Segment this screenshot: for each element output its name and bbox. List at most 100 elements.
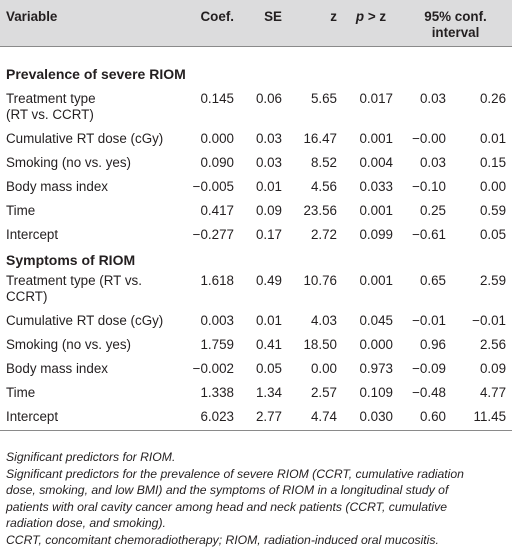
cell-p: 0.004 <box>359 155 393 170</box>
cell-se: 0.41 <box>255 337 282 352</box>
cell-p: 0.973 <box>359 361 393 376</box>
row-label-line2: (RT vs. CCRT) <box>6 107 94 122</box>
cell-ci-high: 4.77 <box>479 385 507 400</box>
cell-ci-high: 0.01 <box>479 131 507 146</box>
cell-se: 0.06 <box>255 91 282 106</box>
cell-coef: 6.023 <box>176 406 240 431</box>
footnote-2-line4: radiation dose, and smoking). <box>6 516 166 530</box>
row-label-line1: Intercept <box>6 409 59 424</box>
header-row: Variable Coef. SE z p > z 95% conf. inter… <box>0 0 512 47</box>
cell-se: 0.03 <box>255 131 282 146</box>
header-coef: Coef. <box>176 0 240 47</box>
cell-se: 0.17 <box>255 227 282 242</box>
header-variable: Variable <box>0 0 176 47</box>
cell-ci-low: −0.61 <box>412 227 446 242</box>
cell-ci-high: 2.56 <box>479 337 507 352</box>
cell-coef: 1.618 <box>200 273 234 288</box>
row-variable-label: Body mass index <box>0 176 176 200</box>
row-label-line1: Body mass index <box>6 179 108 194</box>
table-row: Time 0.417 0.09 23.56 0.001 0.25 0.59 <box>0 200 512 224</box>
row-variable-label: Body mass index <box>0 358 176 382</box>
row-label-line1: Cumulative RT dose (cGy) <box>6 313 164 328</box>
row-variable-label: Time <box>0 200 176 224</box>
cell-ci-low: 0.03 <box>419 155 446 170</box>
cell-se: 0.49 <box>255 273 282 288</box>
footnote-2-line3: patients with oral cavity cancer among h… <box>6 499 448 514</box>
cell-ci-high: 2.59 <box>479 273 507 288</box>
cell-ci-high: 0.00 <box>479 179 507 194</box>
table-footnotes: Significant predictors for RIOM. Signifi… <box>6 449 506 548</box>
cell-coef: −0.277 <box>192 227 234 242</box>
row-label-line1: Smoking (no vs. yes) <box>6 155 132 170</box>
cell-ci-low: −0.10 <box>412 179 446 194</box>
cell-z: 18.50 <box>303 337 337 352</box>
cell-z: 2.57 <box>310 385 337 400</box>
cell-p: 0.000 <box>359 337 393 352</box>
cell-ci-low: −0.48 <box>412 385 446 400</box>
cell-z: 4.74 <box>288 406 343 431</box>
table-row: Smoking (no vs. yes) 0.090 0.03 8.52 0.004 0.… <box>0 152 512 176</box>
footnote-3: CCRT, concomitant chemoradiotherapy; RIO… <box>6 532 439 547</box>
section-header-row: Symptoms of RIOM <box>0 248 512 270</box>
row-label-line1: Cumulative RT dose (cGy) <box>6 131 164 146</box>
cell-p: 0.109 <box>359 385 393 400</box>
cell-z: 10.76 <box>303 273 337 288</box>
row-label-line1: Smoking (no vs. yes) <box>6 337 132 352</box>
cell-se: 0.03 <box>255 155 282 170</box>
row-label-line1: Intercept <box>6 227 59 242</box>
row-label-line1: Time <box>6 203 36 218</box>
cell-p: 0.001 <box>359 203 393 218</box>
cell-p: 0.001 <box>359 131 393 146</box>
cell-z: 2.72 <box>310 227 337 242</box>
cell-ci-low: −0.09 <box>412 361 446 376</box>
cell-ci-low: 0.03 <box>419 91 446 106</box>
cell-coef: 0.000 <box>200 131 234 146</box>
header-se: SE <box>240 0 288 47</box>
table-row: Time 1.338 1.34 2.57 0.109 −0.48 4.77 <box>0 382 512 406</box>
cell-ci-high: 11.45 <box>452 406 512 431</box>
cell-ci-low: −0.01 <box>412 313 446 328</box>
table-row: Treatment type (RT vs. CCRT) 0.145 0.06 5.65… <box>0 88 512 128</box>
footnote-2: Significant predictors for the prevalenc… <box>6 466 506 532</box>
cell-se: 0.09 <box>255 203 282 218</box>
table-row: Cumulative RT dose (cGy) 0.000 0.03 16.47 0.… <box>0 128 512 152</box>
header-p-value: p > z <box>343 0 399 47</box>
cell-z: 23.56 <box>303 203 337 218</box>
footnote-2-line2: dose, smoking, and low BMI) and the symp… <box>6 483 449 497</box>
table-row: Intercept 6.023 2.77 4.74 0.030 0.60 11.45 <box>0 406 512 431</box>
cell-ci-low: −0.00 <box>412 131 446 146</box>
section-title: Symptoms of RIOM <box>6 252 136 268</box>
row-label-line1: Time <box>6 385 36 400</box>
row-variable-label: Cumulative RT dose (cGy) <box>0 310 176 334</box>
cell-ci-high: −0.01 <box>472 313 507 328</box>
row-label-line1: Body mass index <box>6 361 108 376</box>
cell-coef: 0.003 <box>200 313 234 328</box>
row-label-line2: CCRT) <box>6 289 48 304</box>
table-row: Body mass index −0.002 0.05 0.00 0.973 −0.09 0… <box>0 358 512 382</box>
row-variable-label: Treatment type (RT vs. CCRT) <box>0 88 176 128</box>
row-variable-label: Treatment type (RT vs. CCRT) <box>0 270 176 310</box>
cell-ci-high: 0.05 <box>479 227 507 242</box>
header-p-symbol: p <box>355 9 365 24</box>
cell-z: 8.52 <box>310 155 337 170</box>
header-ci-line1: 95% conf. <box>424 9 487 24</box>
cell-p: 0.099 <box>359 227 393 242</box>
row-label-line1: Treatment type (RT vs. <box>6 273 142 288</box>
cell-coef: 1.338 <box>200 385 234 400</box>
cell-se: 1.34 <box>255 385 282 400</box>
section-title: Prevalence of severe RIOM <box>6 66 186 82</box>
cell-coef: 1.759 <box>200 337 234 352</box>
cell-ci-low: 0.25 <box>419 203 446 218</box>
header-ci-line2: interval <box>431 25 480 40</box>
cell-coef: 0.145 <box>200 91 234 106</box>
row-variable-label: Intercept <box>0 224 176 248</box>
cell-se: 0.05 <box>255 361 282 376</box>
footnote-2-line1: Significant predictors for the prevalenc… <box>6 466 464 481</box>
cell-ci-high: 0.59 <box>479 203 507 218</box>
table-row: Intercept −0.277 0.17 2.72 0.099 −0.61 0.05 <box>0 224 512 248</box>
row-variable-label: Smoking (no vs. yes) <box>0 152 176 176</box>
row-label-line1: Treatment type <box>6 91 96 106</box>
cell-z: 4.56 <box>310 179 337 194</box>
cell-p: 0.030 <box>343 406 399 431</box>
